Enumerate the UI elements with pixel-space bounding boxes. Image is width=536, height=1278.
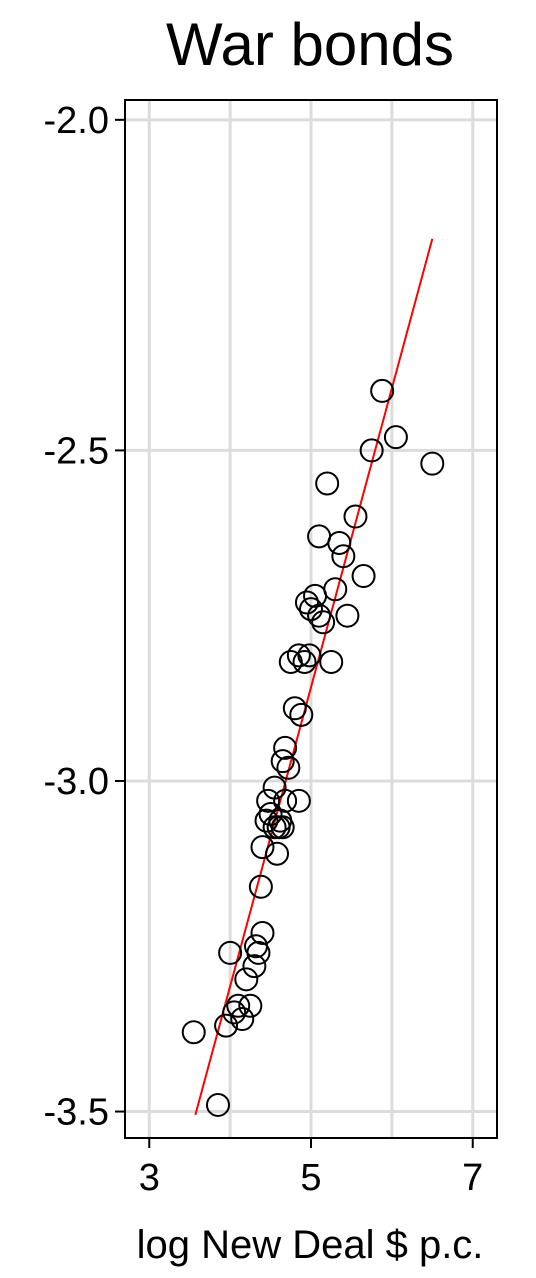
data-point xyxy=(273,788,298,813)
data-point xyxy=(297,643,322,668)
axis-labels: -2.0 -2.5 -3.0 -3.5 3 5 7 War bonds log New Deal… xyxy=(44,11,484,1267)
axis-ticks xyxy=(115,118,474,1148)
data-point xyxy=(299,597,323,622)
x-tick-label: 3 xyxy=(139,1157,160,1199)
data-point xyxy=(294,590,319,615)
x-axis-label: log New Deal $ p.c. xyxy=(137,1223,484,1267)
data-point xyxy=(230,1006,255,1031)
data-point xyxy=(359,438,384,463)
data-point xyxy=(331,544,356,569)
data-point xyxy=(256,788,281,813)
data-point xyxy=(265,841,290,866)
x-tick-label: 7 xyxy=(462,1157,483,1199)
data-point xyxy=(286,788,311,813)
data-point xyxy=(254,808,279,833)
data-point xyxy=(273,735,298,760)
data-point xyxy=(315,471,340,496)
data-point xyxy=(307,603,332,628)
y-tick-label: -3.5 xyxy=(44,1092,109,1134)
data-point xyxy=(276,755,301,780)
chart-title: War bonds xyxy=(166,11,454,78)
data-point xyxy=(246,940,271,965)
y-tick-label: -2.5 xyxy=(44,430,109,472)
data-point xyxy=(289,702,314,727)
data-point xyxy=(335,603,360,628)
fit-line xyxy=(194,238,434,1116)
gridlines xyxy=(125,100,497,1138)
data-point xyxy=(343,504,368,529)
data-point xyxy=(311,610,336,635)
data-point xyxy=(234,967,259,992)
data-point xyxy=(270,815,295,840)
data-point xyxy=(218,940,243,965)
data-point xyxy=(327,530,352,555)
data-point xyxy=(323,577,348,602)
data-points xyxy=(181,378,445,1117)
data-point xyxy=(270,749,295,774)
data-point xyxy=(248,874,273,899)
data-point xyxy=(181,1020,206,1045)
data-point xyxy=(250,835,275,860)
y-tick-label: -2.0 xyxy=(44,100,109,142)
data-point xyxy=(319,649,344,674)
data-point xyxy=(420,451,445,476)
data-point xyxy=(222,1000,247,1025)
data-point xyxy=(282,696,307,721)
data-point xyxy=(250,921,275,946)
data-point xyxy=(286,643,311,668)
data-point xyxy=(206,1092,230,1117)
data-point xyxy=(370,378,395,403)
data-point xyxy=(226,993,251,1018)
data-point xyxy=(238,993,263,1018)
y-tick-label: -3.0 xyxy=(44,761,109,803)
data-point xyxy=(242,954,267,979)
data-point xyxy=(214,1013,239,1038)
x-tick-label: 5 xyxy=(300,1157,321,1199)
data-point xyxy=(351,564,376,589)
data-point xyxy=(292,649,317,674)
data-point xyxy=(383,425,408,450)
fit-line-group xyxy=(194,238,434,1116)
